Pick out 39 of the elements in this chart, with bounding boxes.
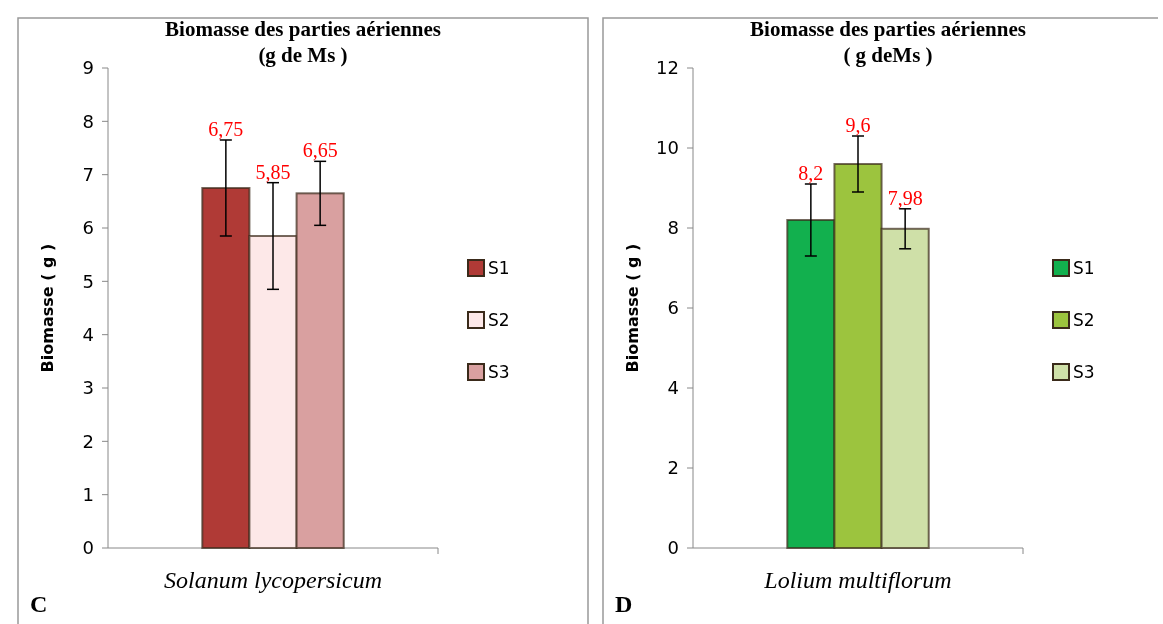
- x-tick-label: Lolium multiflorum: [763, 567, 952, 593]
- y-tick-label: 12: [656, 57, 679, 79]
- chart-title: Biomasse des parties aériennes: [750, 17, 1026, 41]
- y-tick-label: 7: [82, 163, 94, 185]
- legend-label: S1: [1073, 257, 1095, 278]
- y-tick-label: 4: [667, 377, 679, 399]
- y-tick-label: 5: [82, 270, 94, 292]
- y-tick-label: 0: [667, 537, 679, 559]
- legend-label: S1: [488, 257, 510, 278]
- legend-label: S2: [488, 309, 510, 330]
- y-tick-label: 2: [82, 430, 94, 452]
- y-tick-label: 4: [82, 323, 94, 345]
- y-tick-label: 9: [82, 57, 94, 79]
- y-tick-label: 3: [82, 377, 94, 399]
- data-label: 6,65: [302, 139, 338, 162]
- y-tick-label: 8: [82, 110, 94, 132]
- data-label: 5,85: [255, 160, 291, 183]
- legend-label: S3: [488, 361, 510, 382]
- y-axis-title: Biomasse ( g ): [38, 243, 57, 373]
- data-label: 9,6: [845, 114, 871, 136]
- y-tick-label: 2: [667, 457, 679, 479]
- chart-subtitle: (g de Ms ): [258, 43, 348, 67]
- text: C: [30, 591, 48, 617]
- chart-subtitle: ( g deMs ): [843, 43, 933, 67]
- y-tick-label: 8: [667, 217, 679, 239]
- x-tick-label: Solanum lycopersicum: [164, 567, 382, 593]
- y-tick-label: 1: [82, 483, 94, 505]
- legend-label: S3: [1073, 361, 1095, 382]
- y-tick-label: 6: [82, 217, 94, 239]
- y-axis-title: Biomasse ( g ): [623, 243, 642, 373]
- data-label: 7,98: [887, 186, 923, 209]
- data-label: 8,2: [798, 162, 824, 184]
- y-tick-label: 10: [656, 137, 679, 159]
- legend-label: S2: [1073, 309, 1095, 330]
- text: D: [615, 591, 633, 617]
- chart-title: Biomasse des parties aériennes: [165, 17, 441, 41]
- y-tick-label: 0: [82, 537, 94, 559]
- data-label: 6,75: [208, 118, 244, 140]
- y-tick-label: 6: [667, 297, 679, 319]
